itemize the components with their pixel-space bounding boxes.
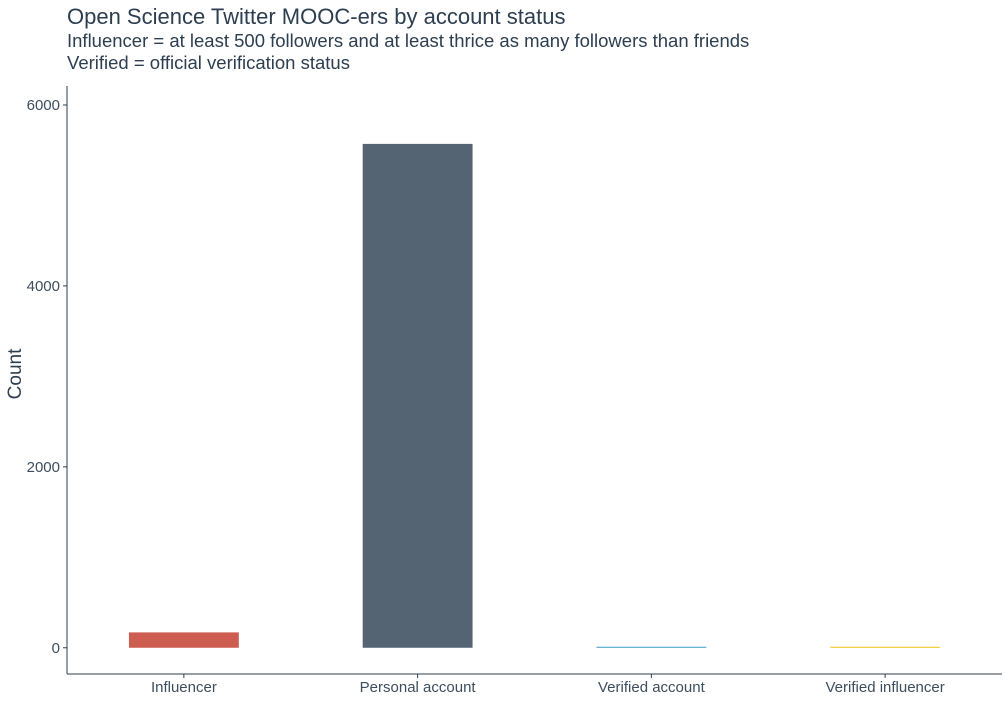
y-tick-label: 4000 (27, 278, 60, 295)
y-tick-label: 6000 (27, 97, 60, 114)
chart-title: Open Science Twitter MOOC-ers by account… (67, 4, 566, 29)
bar-verified-influencer (830, 646, 941, 648)
y-tick-label: 2000 (27, 459, 60, 476)
x-tick-label: Verified influencer (826, 679, 945, 696)
chart-subtitle-line-1: Influencer = at least 500 followers and … (67, 30, 750, 51)
axes-group (66, 86, 1002, 675)
bar-verified-account (596, 646, 707, 648)
chart-subtitle-line-2: Verified = official verification status (67, 52, 350, 73)
x-tick-label: Influencer (151, 679, 217, 696)
bar-influencer (128, 632, 239, 648)
y-ticks-group: 0 2000 4000 6000 (27, 97, 67, 657)
y-tick-label: 0 (52, 640, 60, 657)
x-tick-label: Verified account (598, 679, 706, 696)
bar-personal-account (362, 143, 473, 648)
x-ticks-group: Influencer Personal account Verified accou… (151, 674, 945, 696)
bars-group (128, 143, 941, 648)
y-axis-label: Count (5, 348, 26, 399)
x-tick-label: Personal account (360, 679, 477, 696)
